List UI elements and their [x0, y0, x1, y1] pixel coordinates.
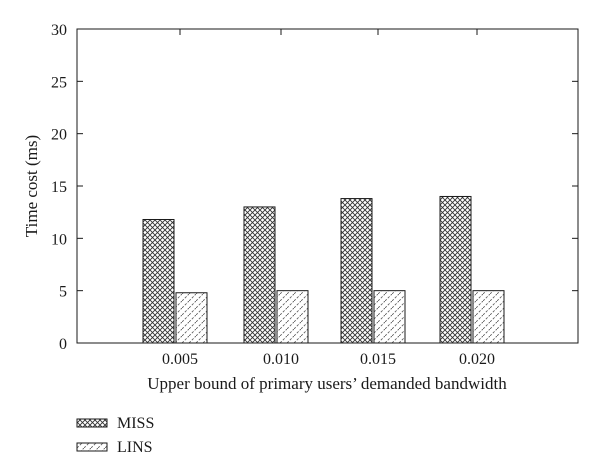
x-axis: 0.005 0.010 0.015 0.020: [162, 29, 495, 368]
y-tick-label: 30: [51, 22, 67, 39]
x-tick-label: 0.005: [162, 351, 198, 368]
legend-label-lins: LINS: [117, 439, 153, 456]
y-tick-label: 25: [51, 74, 67, 91]
y-axis: 0 5 10 15 20 25 30: [51, 22, 578, 353]
bar-miss-0.015: [340, 198, 373, 344]
y-tick-label: 15: [51, 179, 67, 196]
y-tick-label: 0: [59, 336, 67, 353]
x-tick-label: 0.010: [263, 351, 299, 368]
bar-miss-0.005: [142, 218, 175, 344]
bar-miss-0.010: [243, 206, 276, 344]
bar-lins-0.010: [276, 290, 309, 344]
x-tick-label: 0.020: [459, 351, 495, 368]
bar-miss-0.020: [439, 195, 472, 344]
y-tick-label: 10: [51, 231, 67, 248]
x-axis-label: Upper bound of primary users’ demanded b…: [147, 374, 507, 393]
bars: [142, 195, 505, 344]
legend-swatch-lins: [76, 442, 108, 452]
y-tick-label: 20: [51, 127, 67, 144]
legend-swatch-miss: [76, 418, 108, 428]
bar-lins-0.005: [175, 292, 208, 344]
x-tick-label: 0.015: [360, 351, 396, 368]
y-axis-label: Time cost (ms): [22, 135, 41, 237]
bar-lins-0.015: [373, 290, 406, 344]
legend-label-miss: MISS: [117, 415, 154, 432]
bar-lins-0.020: [472, 290, 505, 344]
y-tick-label: 5: [59, 284, 67, 301]
legend: MISS LINS: [76, 415, 154, 456]
